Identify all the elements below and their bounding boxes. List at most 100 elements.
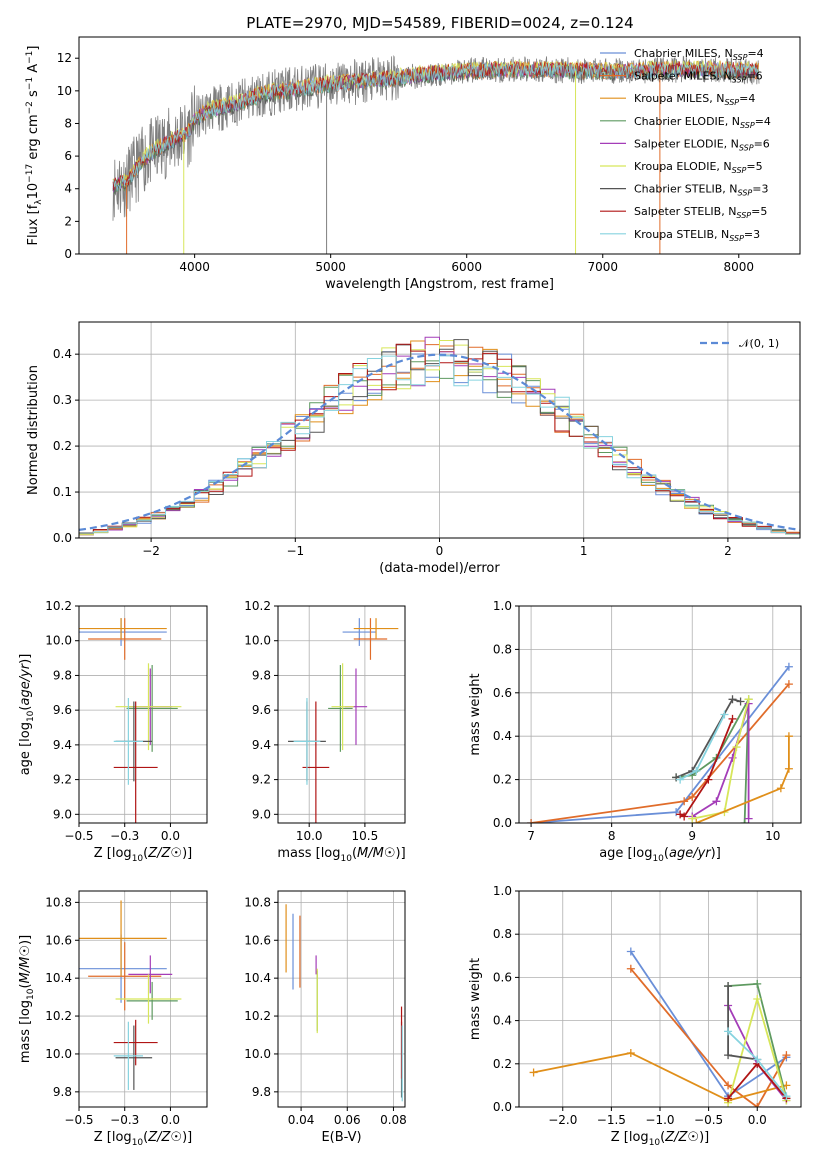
tick-label-x: 0.0 xyxy=(161,829,180,843)
weight-marker xyxy=(680,797,689,806)
tick-label-y: 10.2 xyxy=(45,1009,72,1023)
tick-label-y: 9.8 xyxy=(53,1085,72,1099)
tick-label-x: 8 xyxy=(608,829,616,843)
tick-label-x: −0.5 xyxy=(64,829,93,843)
tick-label-y: 10.0 xyxy=(244,1047,271,1061)
x-axis-label: age [log10(age/yr)] xyxy=(599,846,721,864)
tick-label-y: 10.8 xyxy=(244,895,271,909)
weight-marker xyxy=(776,784,785,793)
tick-label-x: 5000 xyxy=(315,260,346,274)
tick-label-x: 2 xyxy=(724,544,732,558)
legend-label: Salpeter STELIB, NSSP=5 xyxy=(634,205,767,220)
tick-label-x: 0.0 xyxy=(161,1113,180,1127)
spectrum-model-line xyxy=(112,62,759,191)
tick-label-x: 0.04 xyxy=(288,1113,315,1127)
panel-weight_vs_age: 7 8 9 10 0.0 0.2 0.4 0.6 0.8 1.0 mass weight age [l… xyxy=(468,599,802,864)
tick-label-y: 0.6 xyxy=(493,686,512,700)
weight-marker xyxy=(672,773,681,782)
plot-area xyxy=(112,55,760,254)
spectrum-model-line xyxy=(112,63,759,196)
tick-label-x: 9 xyxy=(688,829,696,843)
figure-title: PLATE=2970, MJD=54589, FIBERID=0024, z=0… xyxy=(246,14,633,32)
tick-label-x: −0.3 xyxy=(110,1113,139,1127)
weight-marker xyxy=(784,680,793,689)
axes-frame xyxy=(518,890,802,1108)
weight-series-line xyxy=(692,699,750,820)
tick-label-y: 0 xyxy=(64,247,72,261)
weight-series-line xyxy=(695,736,790,823)
y-axis-label: mass [log10(M/M☉)] xyxy=(18,935,36,1063)
tick-label-y: 10.0 xyxy=(45,634,72,648)
weight-marker xyxy=(704,775,713,784)
tick-label-y: 0.3 xyxy=(53,393,72,407)
weight-marker xyxy=(626,1049,635,1057)
tick-label-y: 10.6 xyxy=(45,933,72,947)
weight-marker xyxy=(753,995,762,1003)
tick-label-y: 9.8 xyxy=(252,668,271,682)
weight-marker xyxy=(744,814,753,823)
legend-label: Chabrier MILES, NSSP=4 xyxy=(634,47,764,62)
tick-label-x: 10.5 xyxy=(352,829,379,843)
x-axis-label: (data-model)/error xyxy=(379,561,500,576)
tick-label-y: 9.4 xyxy=(53,738,72,752)
x-axis-label: mass [log10(M/M☉)] xyxy=(277,846,405,864)
tick-label-y: 12 xyxy=(57,51,72,65)
weight-marker xyxy=(680,812,689,821)
weight-marker xyxy=(676,775,685,784)
weight-marker xyxy=(626,964,635,973)
tick-label-x: −0.5 xyxy=(694,1113,723,1127)
weight-marker xyxy=(724,1027,733,1036)
panel-age_vs_mass: 10.0 10.5 9.0 9.2 9.4 9.6 9.8 10.0 10.2 mass [log… xyxy=(244,599,405,864)
tick-label-y: 9.2 xyxy=(252,773,271,787)
tick-label-y: 0.0 xyxy=(493,816,512,830)
axes-frame xyxy=(277,605,406,824)
tick-label-x: 7000 xyxy=(587,260,618,274)
axes-frame xyxy=(518,605,802,824)
weight-marker xyxy=(692,819,701,823)
plot-area xyxy=(79,900,182,1090)
weight-series-line xyxy=(679,718,734,818)
tick-label-y: 10.2 xyxy=(45,599,72,613)
weight-marker xyxy=(744,695,753,704)
weight-marker xyxy=(672,808,681,817)
tick-label-y: 9.4 xyxy=(252,738,271,752)
weight-marker xyxy=(688,814,697,823)
weight-marker xyxy=(724,982,733,991)
spectrum-legend: Chabrier MILES, NSSP=4 Salpeter MILES, NS… xyxy=(600,47,771,243)
weight-marker xyxy=(720,710,729,719)
weight-marker xyxy=(527,819,536,823)
axes-frame xyxy=(78,605,208,824)
weight-marker xyxy=(784,732,793,741)
weight-marker xyxy=(728,714,737,723)
axes-frame xyxy=(78,890,208,1108)
tick-label-x: −2.0 xyxy=(548,1113,577,1127)
legend-label: Salpeter ELODIE, NSSP=6 xyxy=(634,137,770,152)
tick-label-y: 1.0 xyxy=(493,884,512,898)
weight-marker xyxy=(529,1068,538,1077)
tick-label-y: 0.1 xyxy=(53,485,72,499)
legend-label: Kroupa STELIB, NSSP=3 xyxy=(634,228,760,243)
tick-label-y: 0.0 xyxy=(493,1100,512,1114)
tick-label-y: 10.8 xyxy=(45,895,72,909)
tick-label-y: 0.8 xyxy=(493,927,512,941)
tick-label-x: 10.0 xyxy=(296,829,323,843)
tick-label-y: 8 xyxy=(64,116,72,130)
legend-label: Salpeter MILES, NSSP=6 xyxy=(634,70,763,85)
weight-series-line xyxy=(531,666,790,823)
tick-label-x: −1 xyxy=(286,544,304,558)
y-axis-label: Normed distribution xyxy=(26,365,41,495)
weight-marker xyxy=(724,1094,733,1103)
weight-series-line xyxy=(530,683,790,823)
tick-label-x: −2 xyxy=(142,544,160,558)
weight-marker xyxy=(676,810,685,819)
tick-label-y: 1.0 xyxy=(493,599,512,613)
axes-frame xyxy=(277,890,406,1108)
weight-marker xyxy=(784,662,793,671)
tick-label-y: 9.0 xyxy=(252,807,271,821)
weight-marker xyxy=(753,979,762,988)
plot-area xyxy=(288,618,399,823)
tick-label-x: −0.3 xyxy=(110,829,139,843)
y-axis-label: mass weight xyxy=(468,673,483,755)
tick-label-y: 10.4 xyxy=(244,971,271,985)
weight-series-line xyxy=(533,1052,787,1102)
